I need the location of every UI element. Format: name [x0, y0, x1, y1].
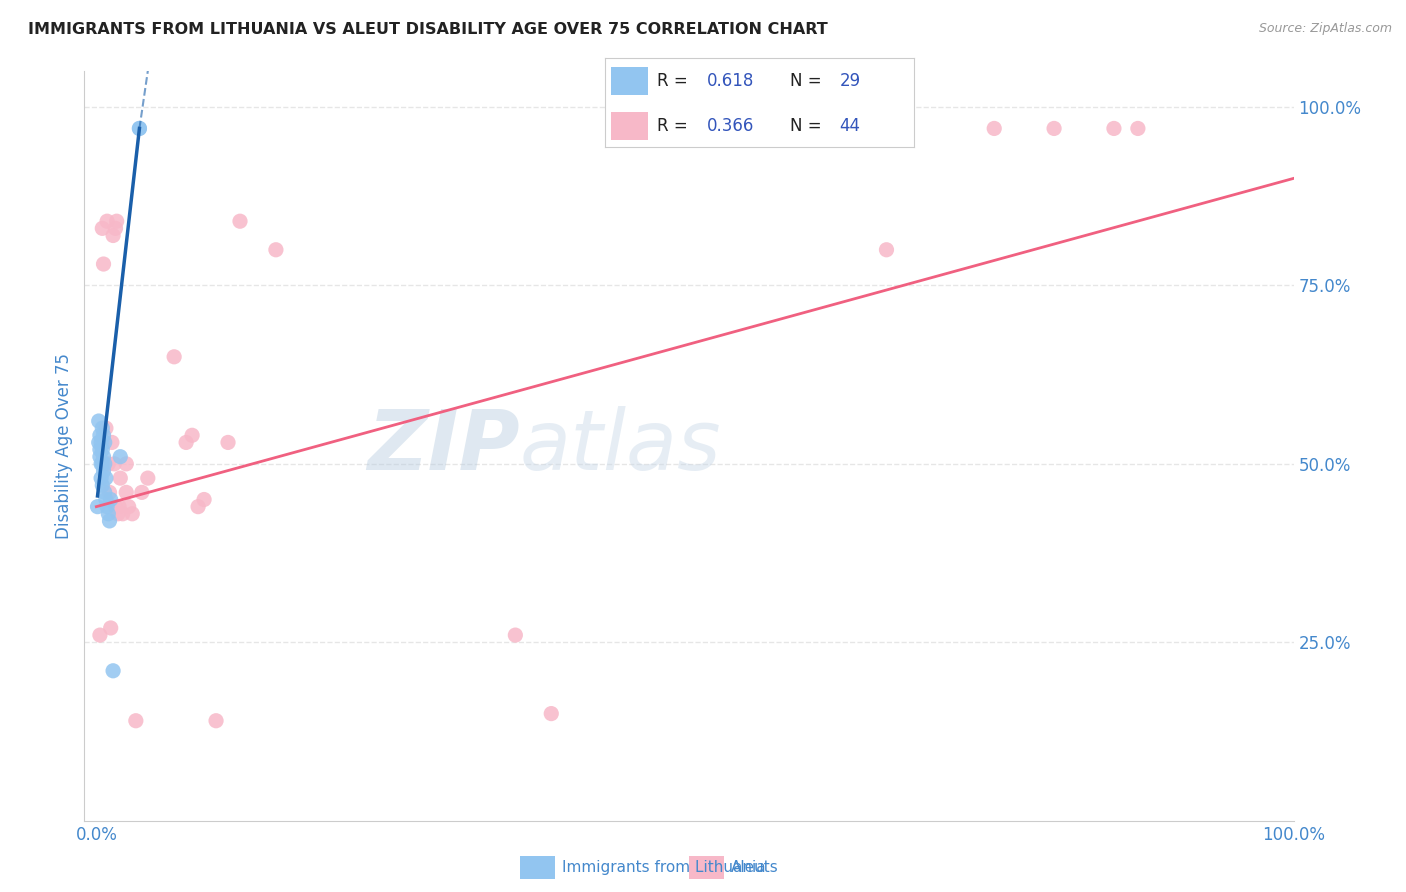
Point	[1102, 121, 1125, 136]
Point	[103, 457, 125, 471]
Point	[93, 450, 115, 464]
Point	[89, 428, 111, 442]
Point	[983, 121, 1005, 136]
Point	[104, 221, 127, 235]
Y-axis label: Disability Age Over 75: Disability Age Over 75	[55, 353, 73, 539]
Point	[193, 492, 215, 507]
Point	[107, 507, 129, 521]
Point	[101, 228, 124, 243]
Point	[91, 221, 114, 235]
Point	[91, 457, 114, 471]
Point	[97, 507, 120, 521]
Point	[744, 121, 766, 136]
Point	[105, 214, 128, 228]
Point	[100, 621, 122, 635]
Point	[89, 450, 111, 464]
Point	[94, 471, 117, 485]
Point	[217, 435, 239, 450]
Point	[93, 257, 115, 271]
Text: N =: N =	[790, 72, 827, 90]
Text: ZIP: ZIP	[367, 406, 520, 486]
Bar	[610, 112, 648, 140]
Point	[121, 507, 143, 521]
Point	[98, 485, 121, 500]
Point	[101, 435, 124, 450]
Point	[229, 214, 252, 228]
Point	[108, 500, 131, 514]
Point	[181, 428, 204, 442]
Point	[91, 478, 114, 492]
Point	[131, 485, 153, 500]
Text: R =: R =	[657, 72, 693, 90]
Text: 0.366: 0.366	[707, 117, 754, 135]
Point	[89, 442, 111, 457]
Point	[174, 435, 197, 450]
Point	[118, 500, 141, 514]
Point	[100, 492, 122, 507]
Text: 29: 29	[839, 72, 860, 90]
Point	[505, 628, 527, 642]
Text: atlas: atlas	[520, 406, 721, 486]
Point	[115, 457, 138, 471]
Point	[540, 706, 562, 721]
Point	[87, 435, 110, 450]
Point	[90, 457, 112, 471]
Point	[128, 121, 150, 136]
Point	[97, 457, 120, 471]
Point	[87, 414, 110, 428]
Point	[110, 450, 132, 464]
Point	[104, 500, 127, 514]
Text: N =: N =	[790, 117, 827, 135]
Point	[205, 714, 228, 728]
Text: 0.618: 0.618	[707, 72, 754, 90]
Point	[136, 471, 159, 485]
Point	[91, 421, 114, 435]
Point	[90, 435, 112, 450]
Text: R =: R =	[657, 117, 693, 135]
Point	[1043, 121, 1066, 136]
Point	[101, 664, 124, 678]
Point	[94, 421, 117, 435]
Point	[125, 714, 148, 728]
Point	[91, 442, 114, 457]
Point	[93, 435, 115, 450]
Point	[96, 214, 118, 228]
Point	[128, 121, 150, 136]
Point	[110, 471, 132, 485]
Point	[86, 500, 108, 514]
Point	[1126, 121, 1149, 136]
Point	[89, 628, 111, 642]
Text: Immigrants from Lithuania: Immigrants from Lithuania	[562, 860, 766, 875]
Point	[98, 514, 121, 528]
Text: Source: ZipAtlas.com: Source: ZipAtlas.com	[1258, 22, 1392, 36]
Text: IMMIGRANTS FROM LITHUANIA VS ALEUT DISABILITY AGE OVER 75 CORRELATION CHART: IMMIGRANTS FROM LITHUANIA VS ALEUT DISAB…	[28, 22, 828, 37]
Text: Aleuts: Aleuts	[731, 860, 779, 875]
Point	[672, 121, 695, 136]
Point	[90, 471, 112, 485]
Point	[875, 243, 897, 257]
Point	[264, 243, 287, 257]
Bar	[610, 67, 648, 95]
Point	[93, 464, 115, 478]
Point	[96, 500, 118, 514]
Point	[115, 485, 138, 500]
Point	[163, 350, 186, 364]
Point	[93, 428, 115, 442]
Point	[93, 457, 115, 471]
Point	[93, 485, 115, 500]
Point	[187, 500, 209, 514]
Point	[111, 507, 134, 521]
Point	[803, 121, 825, 136]
Point	[94, 492, 117, 507]
Text: 44: 44	[839, 117, 860, 135]
